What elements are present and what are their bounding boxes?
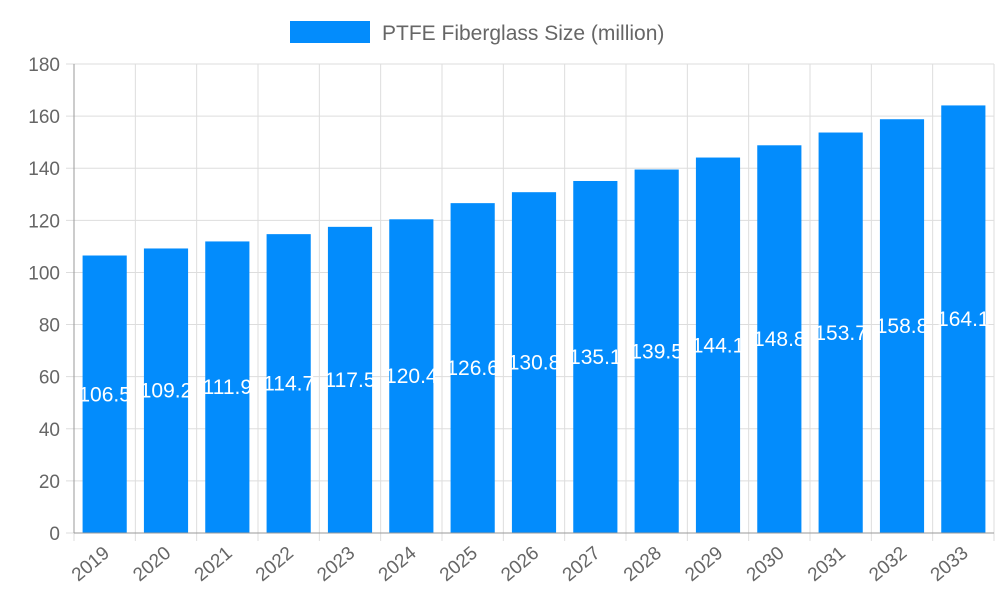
- data-label: 114.7: [263, 373, 314, 396]
- data-label: 106.5: [78, 383, 131, 406]
- legend[interactable]: PTFE Fiberglass Size (million): [290, 21, 664, 45]
- bar: [266, 234, 311, 534]
- bar: [573, 180, 618, 533]
- x-tick-label: 2019: [68, 543, 114, 586]
- y-tick-label: 100: [28, 263, 60, 284]
- bar: [205, 241, 250, 533]
- y-tick-label: 160: [28, 107, 60, 128]
- data-label: 117.5: [325, 369, 376, 392]
- data-label: 126.6: [446, 357, 499, 380]
- data-label: 111.9: [203, 376, 252, 399]
- legend-swatch: [290, 21, 370, 43]
- x-tick-label: 2023: [313, 543, 359, 586]
- data-label: 139.5: [630, 340, 683, 363]
- x-tick-label: 2032: [865, 543, 911, 586]
- bar: [634, 169, 679, 533]
- data-label: 135.1: [569, 346, 622, 369]
- data-label: 130.8: [508, 352, 561, 375]
- x-tick-label: 2026: [497, 543, 543, 586]
- x-tick-label: 2024: [375, 542, 421, 586]
- bar: [879, 119, 925, 533]
- bar: [450, 203, 495, 534]
- x-tick-label: 2033: [927, 543, 973, 586]
- x-tick-label: 2027: [559, 543, 605, 586]
- x-tick-label: 2028: [620, 543, 666, 586]
- x-tick-label: 2029: [681, 543, 727, 586]
- y-tick-label: 180: [28, 55, 60, 76]
- y-tick-label: 40: [39, 420, 60, 441]
- x-tick-label: 2031: [804, 543, 850, 586]
- x-tick-label: 2021: [191, 543, 237, 586]
- x-tick-label: 2025: [436, 543, 482, 586]
- bar: [82, 255, 127, 533]
- bar: [327, 226, 373, 533]
- bar: [695, 157, 741, 534]
- data-label: 144.1: [692, 334, 745, 357]
- y-tick-label: 140: [28, 159, 60, 180]
- y-tick-label: 0: [49, 524, 60, 545]
- bar: [511, 192, 557, 533]
- bar: [757, 145, 802, 533]
- data-label: 148.8: [753, 328, 806, 351]
- y-tick-label: 20: [39, 472, 60, 493]
- x-tick-label: 2030: [743, 543, 789, 586]
- bar: [941, 105, 986, 533]
- data-label: 158.8: [876, 315, 929, 338]
- y-tick-label: 80: [39, 316, 60, 337]
- data-label: 109.2: [140, 380, 193, 403]
- x-tick-label: 2022: [252, 543, 298, 586]
- x-tick-label: 2020: [129, 543, 175, 586]
- legend-label: PTFE Fiberglass Size (million): [382, 22, 664, 45]
- bar: [143, 248, 189, 533]
- y-tick-label: 60: [39, 368, 60, 389]
- bar: [389, 219, 434, 533]
- data-label: 164.1: [937, 308, 990, 331]
- data-label: 120.4: [385, 365, 438, 388]
- y-tick-label: 120: [28, 211, 60, 232]
- bar: [818, 132, 863, 533]
- data-label: 153.7: [814, 322, 867, 345]
